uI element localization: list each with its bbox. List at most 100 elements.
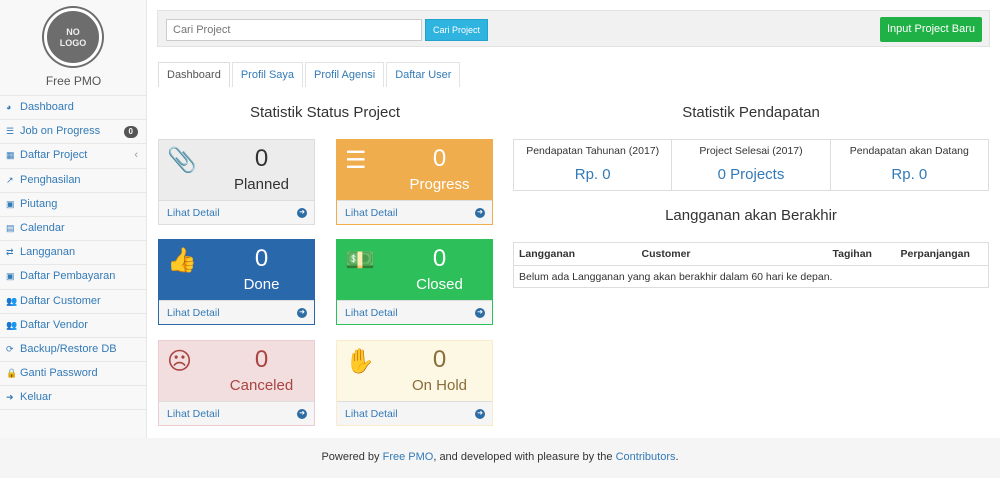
- sidebar-item-daftar-pembayaran[interactable]: ▣ Daftar Pembayaran: [0, 265, 146, 290]
- frown-icon: ☹: [167, 348, 193, 375]
- revenue-cell: Pendapatan akan Datang Rp. 0: [831, 140, 988, 190]
- sidebar-item-calendar[interactable]: ▤ Calendar: [0, 217, 146, 242]
- arrow-circle-right-icon: ➜: [475, 308, 485, 318]
- money-icon: ▣: [6, 271, 15, 282]
- search-button[interactable]: Cari Project: [425, 19, 488, 41]
- sidebar-item-label: Piutang: [20, 197, 58, 210]
- revenue-label: Pendapatan Tahunan (2017): [526, 145, 660, 157]
- sidebar-menu: ◕ Dashboard ☰ Job on Progress 0 ▦ Daftar Proje…: [0, 95, 146, 411]
- status-label: Closed: [416, 276, 463, 293]
- sidebar-item-keluar[interactable]: ➜ Keluar: [0, 386, 146, 411]
- view-detail-link[interactable]: Lihat Detail ➜: [159, 401, 314, 425]
- new-project-button[interactable]: Input Project Baru: [880, 17, 982, 42]
- dashboard-icon: ◕: [6, 102, 12, 112]
- revenue-label: Project Selesai (2017): [699, 145, 803, 157]
- view-detail-link[interactable]: Lihat Detail ➜: [337, 200, 492, 224]
- line-chart-icon: ↗: [6, 174, 14, 185]
- revenue-value: 0 Projects: [717, 166, 785, 183]
- sidebar-item-label: Daftar Project: [20, 149, 88, 162]
- view-detail-link[interactable]: Lihat Detail ➜: [337, 300, 492, 324]
- tasks-icon: ☰: [6, 126, 15, 137]
- column-header-langganan: Langganan: [513, 242, 637, 266]
- sidebar-item-label: Daftar Pembayaran: [20, 270, 116, 283]
- view-detail-link[interactable]: Lihat Detail ➜: [337, 401, 492, 425]
- status-count: 0: [432, 245, 447, 272]
- status-card-planned: 📎 0 Planned Lihat Detail ➜: [158, 139, 315, 225]
- users-icon: 👥: [6, 295, 18, 306]
- arrow-circle-right-icon: ➜: [297, 208, 307, 218]
- revenue-value: Rp. 0: [574, 166, 611, 183]
- status-count: 0: [432, 145, 447, 172]
- count-badge: 0: [123, 126, 138, 139]
- sidebar-item-daftar-customer[interactable]: 👥 Daftar Customer: [0, 290, 146, 314]
- retweet-icon: ⇄: [6, 247, 14, 258]
- status-card-done: 👍 0 Done Lihat Detail ➜: [158, 239, 315, 325]
- tab-daftar-user[interactable]: Daftar User: [386, 62, 461, 87]
- search-input[interactable]: [166, 19, 422, 41]
- top-bar: Cari Project Input Project Baru: [157, 10, 990, 47]
- sidebar-item-penghasilan[interactable]: ↗ Penghasilan: [0, 169, 146, 193]
- sidebar-item-label: Dashboard: [20, 101, 74, 113]
- users-icon: 👥: [6, 319, 18, 330]
- table-icon: ▦: [6, 150, 15, 161]
- contributors-link[interactable]: Contributors: [615, 451, 676, 463]
- money-icon: 💵: [345, 247, 375, 274]
- sidebar-item-ganti-password[interactable]: 🔒 Ganti Password: [0, 362, 146, 387]
- status-label: Canceled: [229, 377, 294, 394]
- sidebar-item-label: Job on Progress: [20, 125, 101, 138]
- view-detail-link[interactable]: Lihat Detail ➜: [159, 200, 314, 224]
- sidebar-item-piutang[interactable]: ▣ Piutang: [0, 193, 146, 217]
- sidebar-item-label: Calendar: [20, 221, 65, 234]
- server-icon: ☰: [345, 147, 367, 174]
- status-count: 0: [254, 145, 269, 172]
- sidebar-item-label: Backup/Restore DB: [20, 342, 117, 355]
- sidebar-item-label: Langganan: [20, 246, 76, 259]
- tab-profil-agensi[interactable]: Profil Agensi: [305, 62, 385, 87]
- free-pmo-link[interactable]: Free PMO: [382, 451, 434, 463]
- subscriptions-title: Langganan akan Berakhir: [665, 207, 837, 224]
- sidebar-item-label: Penghasilan: [20, 173, 81, 186]
- sidebar: NO LOGO Free PMO ◕ Dashboard ☰ Job on Progr…: [0, 0, 147, 438]
- lock-icon: 🔒: [6, 368, 18, 379]
- status-count: 0: [254, 245, 269, 272]
- revenue-stats: Pendapatan Tahunan (2017) Rp. 0 Project Se…: [513, 139, 989, 191]
- chevron-left-icon[interactable]: ‹: [134, 149, 138, 162]
- status-count: 0: [432, 346, 447, 373]
- sidebar-item-label: Daftar Vendor: [20, 318, 88, 331]
- revenue-label: Pendapatan akan Datang: [849, 145, 969, 157]
- sidebar-item-job-on-progress[interactable]: ☰ Job on Progress 0: [0, 120, 146, 145]
- revenue-cell: Pendapatan Tahunan (2017) Rp. 0: [514, 140, 673, 190]
- revenue-value: Rp. 0: [891, 166, 928, 183]
- sidebar-item-backup-restore-db[interactable]: ⟳ Backup/Restore DB: [0, 338, 146, 363]
- column-header-customer: Customer: [636, 242, 828, 266]
- arrow-circle-right-icon: ➜: [475, 409, 485, 419]
- paperclip-icon: 📎: [167, 147, 197, 174]
- sidebar-item-daftar-vendor[interactable]: 👥 Daftar Vendor: [0, 314, 146, 338]
- status-label: Progress: [409, 176, 470, 193]
- refresh-icon: ⟳: [6, 343, 14, 354]
- arrow-circle-right-icon: ➜: [297, 409, 307, 419]
- hand-stop-icon: ✋: [345, 348, 375, 375]
- column-header-perpanjangan: Perpanjangan: [895, 242, 989, 266]
- calendar-icon: ▤: [6, 222, 15, 233]
- empty-message: Belum ada Langganan yang akan berakhir d…: [519, 270, 833, 283]
- sidebar-item-label: Ganti Password: [20, 367, 98, 380]
- status-label: Planned: [233, 176, 290, 193]
- tab-profil-saya[interactable]: Profil Saya: [231, 62, 304, 87]
- sidebar-item-langganan[interactable]: ⇄ Langganan: [0, 241, 146, 266]
- tabs: Dashboard Profil Saya Profil Agensi Daftar …: [158, 62, 462, 87]
- view-detail-link[interactable]: Lihat Detail ➜: [159, 300, 314, 324]
- revenue-cell: Project Selesai (2017) 0 Projects: [672, 140, 831, 190]
- thumbs-up-icon: 👍: [167, 247, 197, 274]
- arrow-circle-right-icon: ➜: [297, 308, 307, 318]
- status-card-canceled: ☹ 0 Canceled Lihat Detail ➜: [158, 340, 315, 426]
- footer: Powered by Free PMO, and developed with …: [0, 438, 1000, 478]
- sidebar-item-label: Keluar: [20, 391, 52, 404]
- sidebar-item-daftar-project[interactable]: ▦ Daftar Project ‹: [0, 144, 146, 169]
- sign-out-icon: ➜: [6, 392, 14, 403]
- subscriptions-table: Langganan Customer Tagihan Perpanjangan Bel…: [513, 242, 989, 288]
- column-header-tagihan: Tagihan: [827, 242, 896, 266]
- sidebar-item-dashboard[interactable]: ◕ Dashboard: [0, 96, 146, 121]
- tab-dashboard[interactable]: Dashboard: [158, 62, 230, 87]
- status-card-on-hold: ✋ 0 On Hold Lihat Detail ➜: [336, 340, 493, 426]
